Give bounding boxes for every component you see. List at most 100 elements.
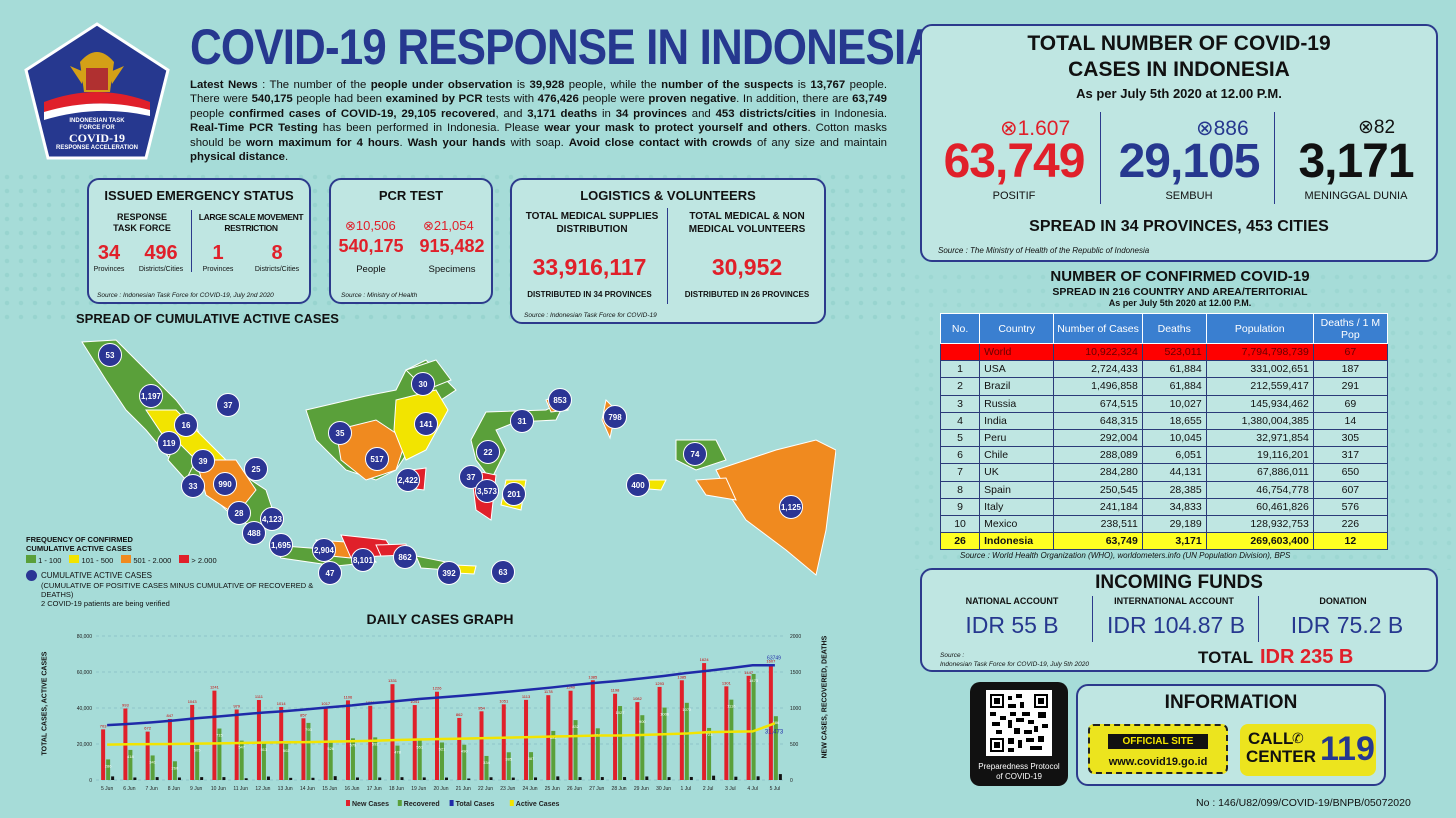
table-cell: 4 — [939, 411, 981, 430]
x-tick-label: 12 Jun — [255, 786, 270, 792]
table-cell: 28,385 — [1141, 480, 1207, 499]
news-text: 540,175 — [251, 93, 293, 106]
map-case-circle: 33 — [181, 474, 205, 498]
news-text: 63,749 — [852, 93, 887, 106]
qr-code[interactable] — [986, 690, 1052, 756]
table-row: 4 India 648,315 18,655 1,380,004,385 14 — [939, 411, 1389, 430]
new-cases-label: 1106 — [344, 694, 353, 699]
up-arrow-icon: ⊗ — [1000, 117, 1018, 140]
map-case-circle: 63 — [491, 560, 515, 584]
new-cases-bar — [613, 693, 618, 780]
map-case-circle: 35 — [328, 421, 352, 445]
new-cases-bar — [412, 705, 417, 780]
funds-card: INCOMING FUNDS NATIONAL ACCOUNT INTERNAT… — [920, 568, 1438, 672]
positif-value: 63,749 — [943, 135, 1086, 188]
new-cases-label: 1178 — [544, 689, 553, 694]
map-case-circle: 22 — [476, 440, 500, 464]
call-center-number: 119 — [1320, 730, 1375, 768]
total-source: Source : The Ministry of Health of the R… — [938, 246, 1150, 255]
table-cell: 212,559,417 — [1205, 377, 1314, 396]
table-cell: 9 — [939, 497, 981, 516]
new-cases-bar — [724, 686, 729, 780]
recovered-bar — [217, 728, 222, 780]
official-site-link[interactable]: OFFICIAL SITE www.covid19.go.id — [1088, 724, 1228, 774]
deaths-bar — [378, 777, 382, 780]
deaths-bar — [712, 775, 716, 780]
deaths-bar — [289, 777, 293, 780]
legend-swatch — [26, 555, 36, 563]
table-cell: 291 — [1312, 377, 1389, 396]
new-cases-label: 857 — [300, 712, 307, 717]
deaths-bar — [177, 777, 181, 780]
news-text: . — [399, 136, 408, 149]
document-number: No : 146/U82/099/COVID-19/BNPB/05072020 — [1196, 797, 1411, 809]
new-cases-label: 1385 — [588, 674, 598, 679]
page-title: COVID-19 RESPONSE IN INDONESIA — [190, 19, 937, 75]
news-text: of any size and maintain — [752, 136, 887, 149]
deaths-bar — [111, 776, 115, 780]
new-cases-bar — [590, 680, 595, 780]
news-text: 3,171 deaths — [527, 107, 598, 120]
table-row: 5 Peru 292,004 10,045 32,971,854 305 — [939, 428, 1389, 448]
funds-national: IDR 55 B — [965, 612, 1059, 638]
recovered-label: 521 — [439, 746, 446, 751]
x-tick-label: 1 Jul — [681, 786, 692, 792]
x-tick-label: 9 Jun — [190, 786, 202, 792]
table-cell: 63,749 — [1053, 532, 1143, 551]
spread-text: SPREAD IN 34 PROVINCES, 453 CITIES — [1029, 218, 1329, 235]
table-cell: Brazil — [979, 377, 1055, 396]
official-site-url[interactable]: www.covid19.go.id — [1108, 756, 1208, 768]
recovered-bar — [640, 715, 645, 780]
y-tick-label: 60,000 — [77, 670, 93, 676]
col-header: Deaths — [1141, 313, 1207, 344]
table-cell: 29,189 — [1141, 514, 1207, 534]
new-cases-bar — [212, 690, 217, 780]
new-cases-label: 979 — [233, 704, 240, 709]
new-cases-label: 1051 — [499, 698, 509, 703]
pcr-title: PCR TEST — [378, 188, 444, 203]
new-cases-label: 1240 — [566, 685, 576, 690]
map-case-circle: 31 — [510, 409, 534, 433]
new-cases-bar — [746, 675, 751, 780]
table-cell: Indonesia — [979, 532, 1055, 551]
legend-item: 1 - 100 — [26, 555, 61, 565]
legend-label: 101 - 500 — [81, 556, 114, 565]
chart-y2label: NEW CASES, RECOVERED, DEATHS — [821, 635, 829, 759]
recovered-label: 1116 — [727, 704, 736, 709]
news-text: number of the suspects — [661, 79, 794, 91]
x-tick-label: 21 Jun — [456, 786, 471, 792]
deaths-bar — [467, 778, 471, 780]
logistics-h2: TOTAL MEDICAL & NON MEDICAL VOLUNTEERS — [688, 211, 806, 235]
new-cases-label: 1017 — [321, 701, 331, 706]
new-cases-label: 1014 — [277, 701, 287, 706]
death-value: 3,171 — [1298, 135, 1414, 188]
chart-legend-label: New Cases — [352, 801, 389, 808]
map-case-circle: 853 — [548, 388, 572, 412]
total-cases-card: TOTAL NUMBER OF COVID-19 CASES IN INDONE… — [920, 24, 1438, 262]
call-center-label-1: CALL — [1248, 729, 1294, 748]
new-cases-label: 1043 — [188, 699, 198, 704]
news-text: has been performed in Indonesia. Please — [317, 122, 545, 135]
x-tick-label: 24 Jun — [523, 786, 538, 792]
call-center-button[interactable]: CALL ✆ CENTER 119 — [1240, 724, 1376, 776]
x-tick-label: 26 Jun — [567, 786, 582, 792]
chart-legend-label: Total Cases — [456, 801, 495, 808]
legend-title-2: CUMULATIVE ACTIVE CASES — [26, 544, 132, 553]
recovered-label: 526 — [327, 746, 334, 751]
map-case-circle: 16 — [174, 413, 198, 437]
x-tick-label: 14 Jun — [300, 786, 315, 792]
deaths-bar — [534, 777, 538, 780]
up-arrow-icon: ⊗ — [1196, 117, 1214, 140]
recovered-label: 341 — [149, 759, 156, 764]
new-cases-label: 1111 — [255, 694, 264, 699]
legend-item: 501 - 2.000 — [121, 555, 171, 565]
news-text: 39,928 — [529, 79, 565, 91]
new-cases-bar — [145, 731, 150, 780]
map-case-circle: 392 — [437, 561, 461, 585]
table-cell: Russia — [979, 394, 1055, 413]
news-text: people — [190, 107, 229, 120]
funds-h3: DONATION — [1319, 596, 1367, 606]
recovered-bar — [373, 737, 378, 780]
y2-tick-label: 2000 — [790, 634, 801, 640]
qr-card[interactable]: Preparedness Protocol of COVID-19 — [970, 682, 1068, 786]
